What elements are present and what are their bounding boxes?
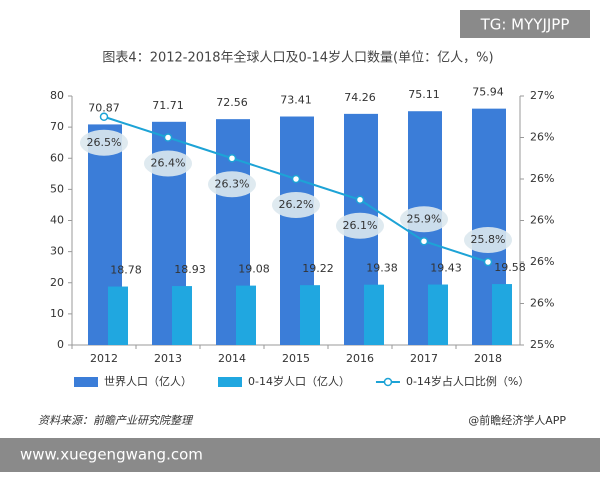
- bar: [300, 285, 320, 345]
- bar: [236, 285, 256, 345]
- y2-tick-label: 27%: [530, 89, 554, 102]
- bar-label: 75.11: [408, 88, 440, 101]
- line-point: [355, 195, 365, 204]
- x-tick-label: 2018: [474, 352, 502, 365]
- line-point: [227, 154, 237, 163]
- line-label: 26.3%: [215, 177, 250, 190]
- label-bubble: [208, 171, 256, 198]
- line-point: [483, 257, 493, 267]
- line-point: [99, 112, 109, 121]
- bar: [108, 286, 128, 345]
- label-bubble: [144, 150, 192, 177]
- watermark-box: [460, 10, 590, 38]
- x-tick-label: 2014: [218, 352, 246, 365]
- bar: [492, 284, 512, 345]
- bar-label: 19.38: [366, 262, 398, 275]
- x-tick-label: 2016: [346, 352, 374, 365]
- label-bubble: [464, 227, 512, 253]
- y2-tick-label: 26%: [530, 297, 554, 310]
- y2-tick-label: 26%: [530, 255, 554, 268]
- bar-label: 71.71: [152, 99, 184, 112]
- line-label: 26.5%: [87, 136, 122, 149]
- y-tick-label: 70: [50, 120, 64, 133]
- legend-swatch: [74, 377, 98, 387]
- label-bubble: [272, 192, 320, 218]
- y-tick-label: 60: [50, 151, 64, 164]
- x-tick-label: 2013: [154, 352, 182, 365]
- label-bubble: [336, 212, 384, 239]
- watermark-bar: [0, 438, 600, 472]
- line-point: [163, 133, 173, 142]
- legend-swatch: [218, 377, 242, 387]
- label-bubble: [400, 206, 448, 233]
- bar-label: 70.87: [88, 101, 120, 114]
- bar-label: 19.08: [238, 263, 270, 276]
- y2-tick-label: 25%: [530, 338, 554, 351]
- bar-label: 73.41: [280, 94, 312, 107]
- x-tick-label: 2012: [90, 352, 118, 365]
- y2-tick-label: 26%: [530, 172, 554, 185]
- line-point: [291, 174, 301, 184]
- legend-swatch: [383, 377, 393, 387]
- y2-tick-label: 26%: [530, 131, 554, 144]
- line-label: 26.4%: [151, 157, 186, 170]
- bar: [428, 284, 448, 345]
- bar-label: 19.43: [430, 262, 462, 275]
- bar-label: 72.56: [216, 96, 248, 109]
- y-tick-label: 80: [50, 89, 64, 102]
- source: 资料来源：前瞻产业研究院整理: [38, 414, 194, 427]
- legend-label: 0-14岁占人口比例（%）: [406, 374, 529, 388]
- line-label: 26.1%: [343, 219, 378, 232]
- bar-label: 19.22: [302, 262, 334, 275]
- bar-label: 18.78: [110, 264, 142, 277]
- x-tick-label: 2015: [282, 352, 310, 365]
- line-label: 25.9%: [407, 212, 442, 225]
- bar-label: 75.94: [472, 86, 504, 99]
- watermark: TG: MYYJJPP: [480, 16, 570, 34]
- y-tick-label: 20: [50, 276, 64, 289]
- line-point: [419, 237, 429, 246]
- bar: [172, 286, 192, 345]
- x-tick-label: 2017: [410, 352, 438, 365]
- y-tick-label: 40: [50, 214, 64, 227]
- line-label: 26.2%: [279, 198, 314, 211]
- y-tick-label: 0: [57, 338, 64, 351]
- bar-label: 18.93: [174, 263, 206, 276]
- credit: @前瞻经济学人APP: [468, 413, 566, 427]
- legend-label: 0-14岁人口（亿人）: [248, 374, 350, 388]
- bar-label: 19.58: [494, 261, 526, 274]
- bar: [364, 284, 384, 345]
- y-tick-label: 30: [50, 245, 64, 258]
- y-tick-label: 10: [50, 307, 64, 320]
- y-tick-label: 50: [50, 182, 64, 195]
- y2-tick-label: 26%: [530, 214, 554, 227]
- line-label: 25.8%: [471, 233, 506, 246]
- legend-label: 世界人口（亿人）: [104, 375, 192, 388]
- watermark: www.xuegengwang.com: [20, 446, 203, 464]
- chart-title: 图表4：2012-2018年全球人口及0-14岁人口数量(单位：亿人，%): [102, 50, 493, 66]
- bar-label: 74.26: [344, 91, 376, 104]
- label-bubble: [80, 129, 128, 156]
